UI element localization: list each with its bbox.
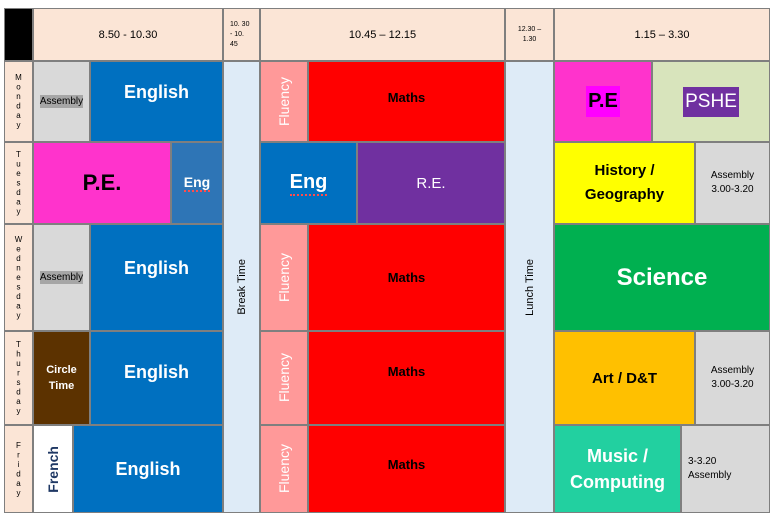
day-label-monday: Monday (4, 61, 33, 142)
day-label-wednesday: Wednesday (4, 224, 33, 331)
day-label-friday: Friday (4, 425, 33, 513)
thursday-fluency: Fluency (260, 331, 308, 425)
tuesday-pe: P.E. (33, 142, 171, 224)
wednesday-assembly: Assembly (33, 224, 90, 331)
corner-cell (4, 8, 33, 61)
friday-french: French (33, 425, 73, 513)
wednesday-science: Science (554, 224, 770, 331)
monday-pe: P.E (554, 61, 652, 142)
wednesday-fluency: Fluency (260, 224, 308, 331)
thursday-art-dt: Art / D&T (554, 331, 695, 425)
tuesday-re: R.E. (357, 142, 505, 224)
friday-fluency: Fluency (260, 425, 308, 513)
friday-music-computing: Music / Computing (554, 425, 681, 513)
tuesday-assembly: Assembly 3.00-3.20 (695, 142, 770, 224)
wednesday-english: English (90, 224, 223, 331)
thursday-circle-time: Circle Time (33, 331, 90, 425)
header-slot-1: 8.50 - 10.30 (33, 8, 223, 61)
lunch-time-column: Lunch Time (505, 61, 554, 513)
monday-pshe: PSHE (652, 61, 770, 142)
header-lunch-slot: 12.30 – 1.30 (505, 8, 554, 61)
monday-maths: Maths (308, 61, 505, 142)
day-label-thursday: Thursday (4, 331, 33, 425)
thursday-english: English (90, 331, 223, 425)
thursday-assembly: Assembly 3.00-3.20 (695, 331, 770, 425)
friday-english: English (73, 425, 223, 513)
thursday-maths: Maths (308, 331, 505, 425)
break-time-column: Break Time (223, 61, 260, 513)
monday-fluency: Fluency (260, 61, 308, 142)
header-break-slot: 10. 30 - 10. 45 (223, 8, 260, 61)
day-label-tuesday: Tuesday (4, 142, 33, 224)
tuesday-eng-small: Eng (171, 142, 223, 224)
header-slot-2: 10.45 – 12.15 (260, 8, 505, 61)
tuesday-history-geography: History / Geography (554, 142, 695, 224)
wednesday-maths: Maths (308, 224, 505, 331)
friday-maths: Maths (308, 425, 505, 513)
tuesday-eng: Eng (260, 142, 357, 224)
header-slot-3: 1.15 – 3.30 (554, 8, 770, 61)
monday-english: English (90, 61, 223, 142)
monday-assembly: Assembly (33, 61, 90, 142)
friday-assembly: 3-3.20 Assembly (681, 425, 770, 513)
